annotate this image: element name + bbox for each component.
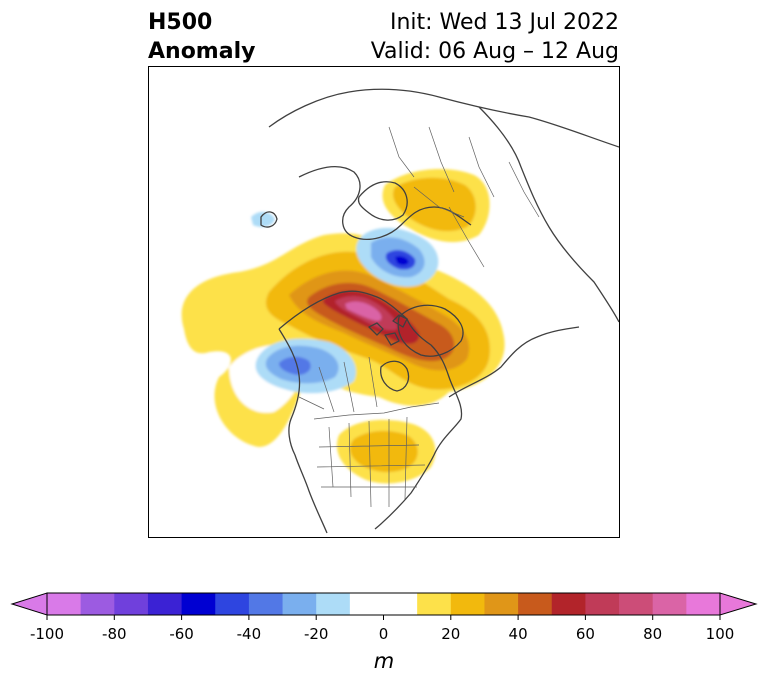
coastline-alaska [448,326,580,398]
negative-anomaly-kara-sea-50 [395,256,409,266]
border-us-canada [313,402,440,420]
colorbar-tick-label: -100 [30,625,64,643]
colorbar-swatch [114,593,149,615]
title-line-2: Anomaly [148,39,256,64]
coastline-scandinavia [357,181,408,221]
colorbar-swatch [450,593,486,615]
colorbar-swatch [181,593,216,615]
colorbar-ticks: -100 -80 -60 -40 -20 0 20 40 60 80 100 [30,615,734,643]
border-us-states [316,416,426,508]
negative-anomaly-gulf-of-alaska-30 [279,356,311,375]
positive-anomaly-beaufort-70 [345,301,382,321]
colorbar-extend-min [10,592,48,616]
positive-anomaly-central-us-core [349,430,418,473]
colorbar-swatch [652,593,687,615]
colorbar: -100 -80 -60 -40 -20 0 20 40 60 80 100 m [10,592,758,673]
colorbar-tick-label: 100 [706,625,735,643]
forecast-dates: Init: Wed 13 Jul 2022 Valid: 06 Aug – 12… [371,8,619,66]
colorbar-tick-label: 80 [643,625,662,643]
border-eurasia [388,126,540,268]
colorbar-swatch [349,593,385,615]
colorbar-swatch [47,593,82,615]
colorbar-swatches [10,592,758,616]
colorbar-extend-max [719,592,758,616]
political-borders [298,126,540,508]
colorbar-swatch [316,593,351,615]
colorbar-tick-label: 60 [576,625,595,643]
colorbar-swatch [686,593,721,615]
colorbar-swatch [215,593,250,615]
init-date: Init: Wed 13 Jul 2022 [389,10,619,35]
title-line-1: H500 [148,10,213,35]
colorbar-tick-label: -20 [304,625,329,643]
border-canada-provinces [298,356,378,413]
chart-title: H500 Anomaly [148,8,255,66]
coastline-arctic-islands [368,314,408,346]
colorbar-swatch [80,593,115,615]
colorbar-tick-label: -40 [237,625,262,643]
colorbar-tick-label: 0 [379,625,389,643]
colorbar-swatch [585,593,620,615]
colorbar-tick-label: -80 [102,625,127,643]
colorbar-tick-label: 40 [509,625,528,643]
valid-range: Valid: 06 Aug – 12 Aug [370,39,619,64]
coastline-north-america [278,290,463,534]
colorbar-swatch [417,593,452,615]
colorbar-swatch [147,593,183,615]
colorbar-tick-label: 20 [441,625,460,643]
anomaly-map [148,66,620,538]
coastline-british-isles [260,211,278,228]
colorbar-swatch [551,593,586,615]
colorbar-swatch [282,593,317,615]
colorbar-tick-label: -60 [169,625,194,643]
coastline-siberia [478,106,619,323]
colorbar-unit-label: m [374,649,394,673]
coastlines [260,88,619,534]
colorbar-swatch [518,593,553,615]
map-canvas [181,88,619,534]
coastline-hudson-bay [380,360,410,392]
colorbar-swatch [619,593,654,615]
coastline-eurasia [268,88,619,240]
colorbar-swatch [484,593,519,615]
negative-anomaly-north-europe [251,211,275,227]
colorbar-swatch [248,593,284,615]
coastline-greenland [397,304,464,357]
colorbar-swatch [383,593,418,615]
